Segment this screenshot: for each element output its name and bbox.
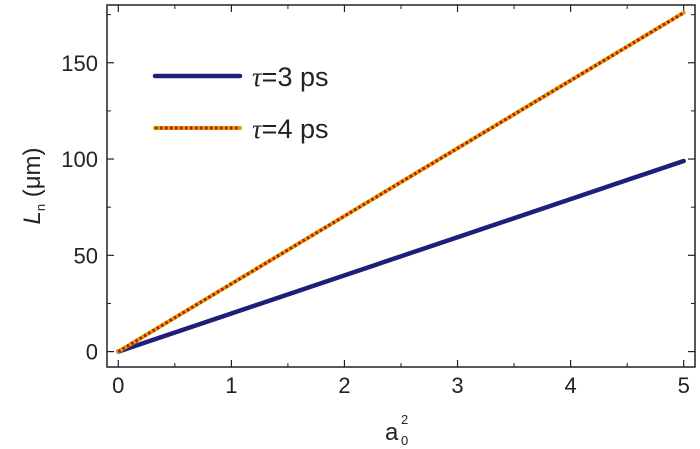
series-line bbox=[116, 158, 686, 354]
x-tick-label: 1 bbox=[225, 373, 237, 398]
series-2 bbox=[116, 10, 686, 354]
y-axis-label: Ln (μm) bbox=[19, 147, 48, 224]
y-tick-label: 50 bbox=[74, 243, 98, 268]
svg-text:Ln (μm): Ln (μm) bbox=[19, 147, 48, 224]
y-axis-label-base: L bbox=[19, 211, 46, 224]
x-axis-label-sup: 2 bbox=[401, 412, 408, 427]
legend-entry: τ=3 ps bbox=[152, 62, 328, 92]
legend-label-text: =4 ps bbox=[262, 114, 329, 144]
legend-label-text: =3 ps bbox=[262, 62, 329, 92]
y-axis-label-unit: (μm) bbox=[19, 147, 46, 203]
y-tick-label: 100 bbox=[61, 147, 98, 172]
legend-label: τ=4 ps bbox=[252, 114, 328, 144]
x-tick-label: 5 bbox=[678, 373, 690, 398]
x-tick-label: 2 bbox=[338, 373, 350, 398]
x-tick-label: 0 bbox=[112, 373, 124, 398]
legend-label-symbol: τ bbox=[252, 62, 263, 92]
y-axis-label-sub: n bbox=[33, 204, 48, 211]
series-1 bbox=[116, 158, 686, 354]
y-tick-label: 150 bbox=[61, 51, 98, 76]
series-line-base bbox=[116, 10, 686, 354]
series-layer bbox=[116, 10, 686, 354]
x-axis-label-sub: 0 bbox=[401, 433, 408, 448]
legend-label-symbol: τ bbox=[252, 114, 263, 144]
x-tick-label: 3 bbox=[451, 373, 463, 398]
legend-entry: τ=4 ps bbox=[153, 114, 328, 144]
legend-label: τ=3 ps bbox=[252, 62, 328, 92]
x-axis-label: a bbox=[385, 419, 399, 446]
y-tick-label: 0 bbox=[86, 340, 98, 365]
legend: τ=3 psτ=4 ps bbox=[152, 62, 328, 144]
x-tick-label: 4 bbox=[564, 373, 576, 398]
x-axis-label-base: a bbox=[385, 419, 399, 446]
